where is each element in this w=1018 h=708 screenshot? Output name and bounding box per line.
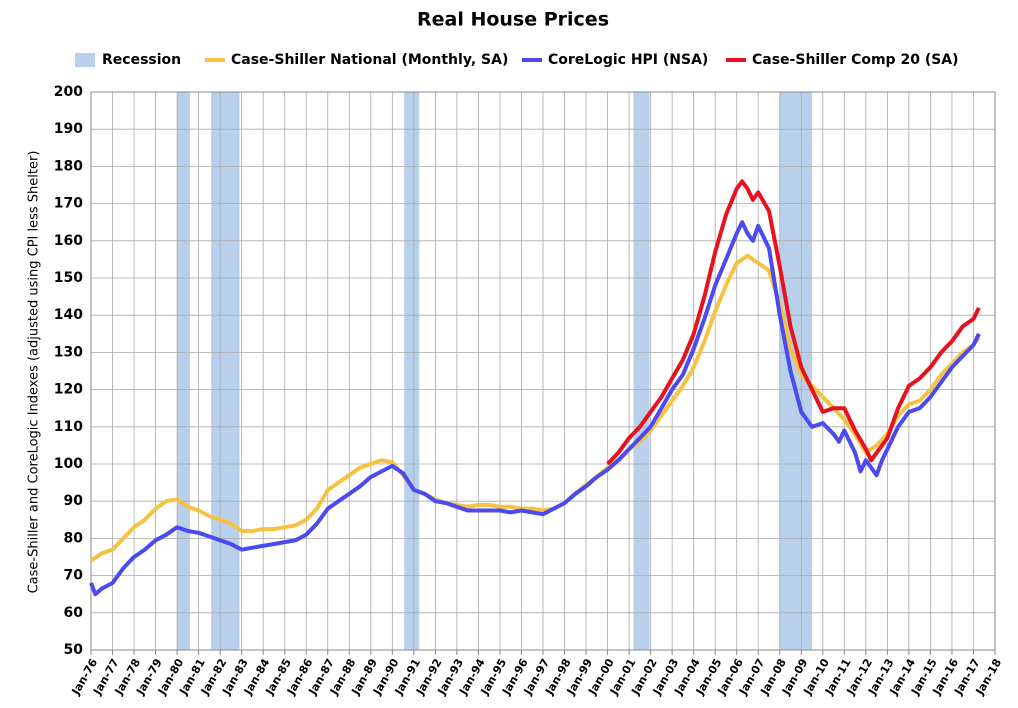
legend-label: Case-Shiller National (Monthly, SA) [231,52,508,68]
series-line [606,179,981,466]
y-tick-label: 120 [54,382,83,398]
recession-band [177,92,191,650]
y-tick-label: 140 [54,307,83,323]
y-tick-label: 90 [64,493,84,509]
y-tick-label: 150 [54,270,83,286]
recession-band [633,92,650,650]
plot-border [90,91,996,651]
y-tick-label: 170 [54,196,83,212]
recession-band [779,92,813,650]
y-tick-label: 180 [54,158,83,174]
y-tick-label: 50 [64,642,84,658]
chart-title: Real House Prices [417,9,609,31]
y-tick-label: 110 [54,419,83,435]
y-tick-label: 60 [64,605,84,621]
y-tick-label: 190 [54,121,83,137]
recession-band [404,92,420,650]
series-line [89,220,981,597]
y-tick-label: 160 [54,233,83,249]
recession-band [211,92,240,650]
y-tick-label: 200 [54,84,83,100]
legend-label: Recession [102,52,181,68]
legend-label: CoreLogic HPI (NSA) [548,52,708,68]
y-tick-label: 70 [64,568,84,584]
legend-label: Case-Shiller Comp 20 (SA) [752,52,959,68]
y-tick-label: 100 [54,456,83,472]
y-tick-label: 80 [64,530,84,546]
y-tick-label: 130 [54,344,83,360]
legend-swatch [75,53,95,67]
y-axis-label: Case-Shiller and CoreLogic Indexes (adju… [27,151,42,594]
